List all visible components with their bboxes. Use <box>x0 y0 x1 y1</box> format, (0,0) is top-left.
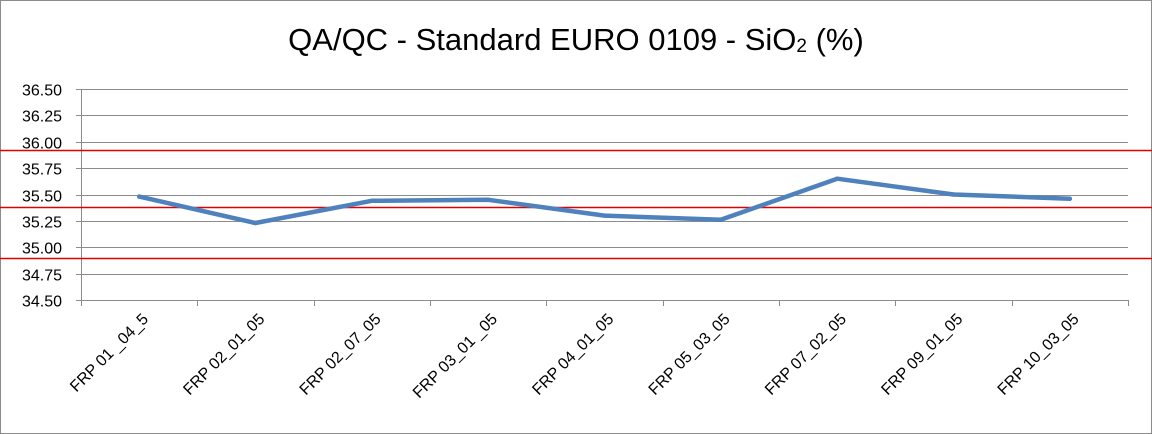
x-tick-label: FRP 09_01_05 <box>878 311 966 399</box>
chart-title-main: QA/QC - Standard EURO 0109 - SiO <box>288 22 797 57</box>
data-point <box>718 217 723 222</box>
y-tick-label: 36.25 <box>22 109 62 126</box>
y-tick-label: 36.00 <box>22 136 62 153</box>
axes <box>81 89 1128 305</box>
x-tick-label: FRP 04_01_05 <box>529 311 617 399</box>
data-point <box>602 213 607 218</box>
chart-title: QA/QC - Standard EURO 0109 - SiO2 (%) <box>0 22 1152 58</box>
y-tick-label: 35.00 <box>22 241 62 258</box>
y-tick-label: 35.25 <box>22 215 62 232</box>
x-tick-label: FRP 10_03_05 <box>995 311 1083 399</box>
x-tick-label: FRP 02_01_05 <box>180 311 268 399</box>
data-point <box>1067 196 1073 201</box>
data-point <box>253 220 258 226</box>
y-tick-label: 35.50 <box>22 189 62 206</box>
x-tick-label: FRP 02_07_05 <box>297 311 385 399</box>
y-tick-label: 34.50 <box>22 294 62 311</box>
data-point <box>951 192 956 197</box>
y-tick-label: 34.75 <box>22 268 62 285</box>
data-point <box>137 194 142 199</box>
y-tick-label: 36.50 <box>22 83 62 100</box>
data-point <box>486 197 491 202</box>
y-axis-ticks: 36.50 36.25 36.00 35.75 35.50 35.25 35.00 34.75… <box>22 83 81 311</box>
chart-title-subscript: 2 <box>796 36 807 57</box>
x-tick-label: FRP 05_03_05 <box>646 311 734 399</box>
y-tick-label: 35.75 <box>22 162 62 179</box>
x-tick-label: FRP 01 _04_5 <box>67 311 152 396</box>
x-tick-label: FRP 07_02_05 <box>762 311 850 399</box>
data-point <box>835 176 840 181</box>
x-axis-ticks: FRP 01 _04_5 FRP 02_01_05 FRP 02_07_05 FRP … <box>67 300 1129 402</box>
chart-title-suffix: (%) <box>807 22 864 57</box>
x-tick-label: FRP 03_01 _05 <box>410 311 501 402</box>
gridlines <box>81 89 1128 301</box>
series <box>136 176 1073 226</box>
data-point <box>369 198 374 203</box>
